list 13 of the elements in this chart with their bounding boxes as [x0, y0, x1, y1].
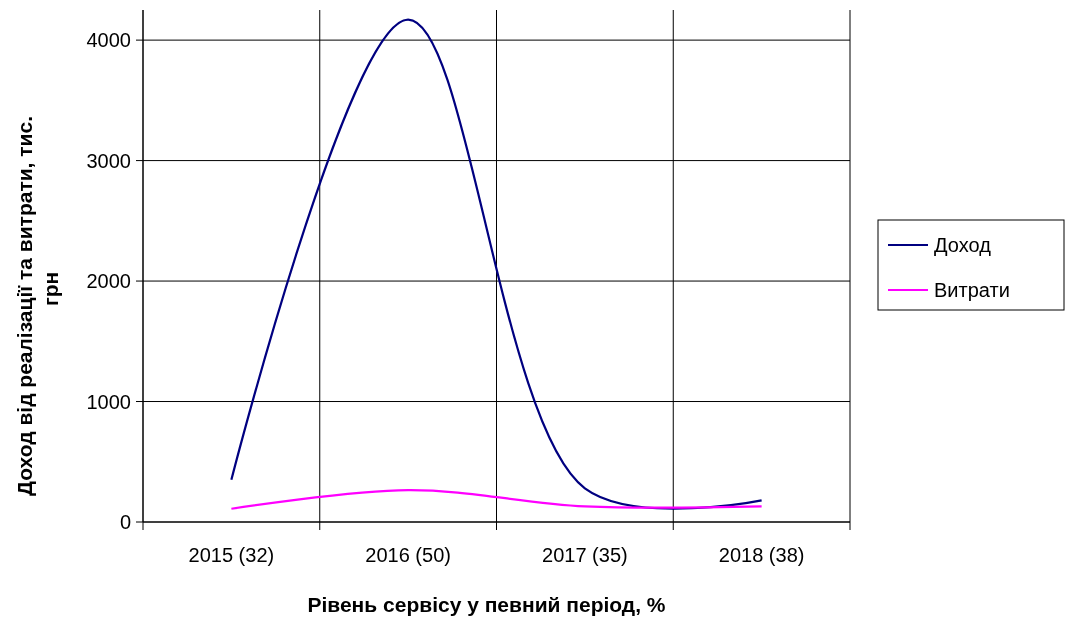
- y-axis-title: Доход від реалізації та витрати, тис. грн: [13, 116, 62, 496]
- x-tick-label: 2017 (35): [542, 544, 628, 566]
- x-tick-label: 2015 (32): [188, 544, 275, 566]
- y-tick-label: 3000: [86, 149, 131, 172]
- legend-label: Доход: [934, 234, 992, 256]
- legend-label: Витрати: [934, 279, 1010, 301]
- y-tick-label: 0: [119, 511, 131, 533]
- y-tick-label: 2000: [86, 270, 131, 293]
- x-axis-title: Рівень сервісу у певний період, %: [307, 593, 666, 616]
- y-tick-label: 1000: [86, 390, 131, 413]
- x-tick-label: 2018 (38): [718, 544, 805, 566]
- y-tick-label: 4000: [86, 29, 131, 52]
- x-tick-label: 2016 (50): [365, 544, 451, 566]
